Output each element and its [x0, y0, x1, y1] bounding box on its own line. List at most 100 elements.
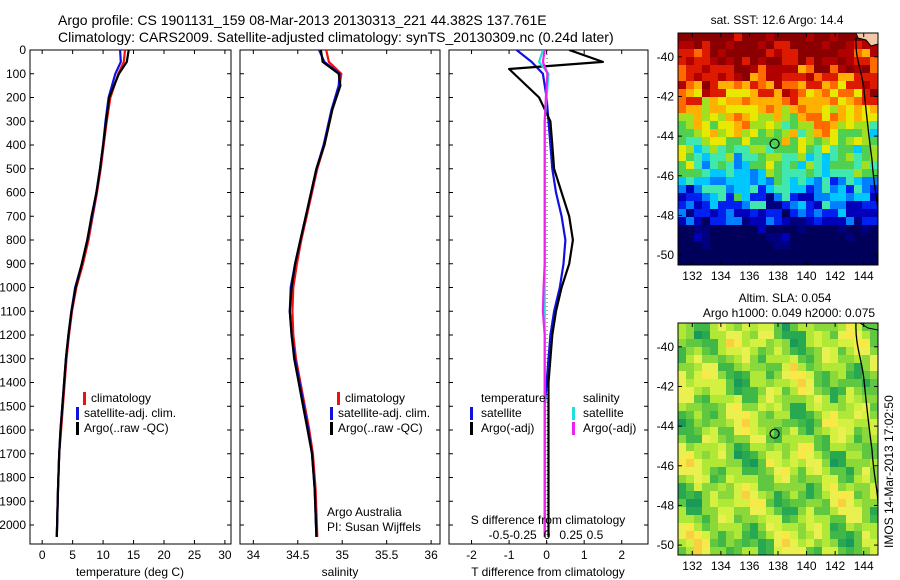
heat-cell [790, 427, 799, 436]
heat-cell [678, 177, 687, 186]
heat-cell [870, 475, 878, 484]
heat-cell [686, 451, 695, 460]
legend-swatch-climatology [83, 392, 86, 405]
heat-cell [822, 249, 831, 258]
heat-cell [758, 499, 767, 508]
heat-cell [870, 355, 878, 364]
heat-cell [782, 531, 791, 540]
heat-cell [870, 65, 878, 74]
heat-cell [678, 57, 687, 66]
heat-cell [854, 515, 863, 524]
heat-cell [742, 459, 751, 468]
heat-cell [726, 475, 735, 484]
heat-cell [854, 121, 863, 130]
heat-cell [814, 129, 823, 138]
heat-cell [774, 153, 783, 162]
heat-cell [798, 451, 807, 460]
heat-cell [766, 539, 775, 548]
heat-cell [758, 491, 767, 500]
heat-cell [782, 323, 791, 332]
heat-cell [750, 73, 759, 82]
heat-cell [822, 257, 831, 265]
heat-cell [806, 475, 815, 484]
heat-cell [854, 49, 863, 58]
heat-cell [758, 49, 767, 58]
heat-cell [782, 201, 791, 210]
heat-cell [838, 145, 847, 154]
heat-cell [830, 73, 839, 82]
heat-cell [838, 121, 847, 130]
heat-cell [806, 323, 815, 332]
heat-cell [742, 323, 751, 332]
heat-cell [726, 483, 735, 492]
heat-cell [766, 411, 775, 420]
heat-cell [862, 387, 871, 396]
heat-cell [766, 145, 775, 154]
heat-cell [686, 97, 695, 106]
heat-cell [822, 193, 831, 202]
heat-cell [686, 507, 695, 516]
heat-cell [758, 411, 767, 420]
heat-cell [710, 65, 719, 74]
heat-cell [710, 105, 719, 114]
heat-cell [782, 339, 791, 348]
heat-cell [758, 515, 767, 524]
heat-cell [758, 547, 767, 555]
heat-cell [798, 33, 807, 42]
s-tick-label: 0 [544, 528, 551, 542]
heat-cell [862, 435, 871, 444]
heat-cell [750, 137, 759, 146]
heat-cell [718, 547, 727, 555]
heat-cell [766, 339, 775, 348]
heat-cell [806, 177, 815, 186]
heat-cell [710, 257, 719, 265]
x-tick-label: 144 [854, 269, 874, 283]
heat-cell [766, 363, 775, 372]
heat-cell [870, 97, 878, 106]
heat-cell [750, 483, 759, 492]
heat-cell [814, 539, 823, 548]
heat-cell [846, 185, 855, 194]
heat-cell [718, 201, 727, 210]
heat-cell [838, 153, 847, 162]
y-tick-label: 100 [6, 67, 26, 81]
heat-cell [726, 355, 735, 364]
heat-cell [774, 419, 783, 428]
heat-cell [718, 225, 727, 234]
heat-cell [790, 185, 799, 194]
heat-cell [686, 515, 695, 524]
heat-cell [822, 49, 831, 58]
heat-cell [798, 547, 807, 555]
heat-cell [822, 483, 831, 492]
heat-cell [822, 177, 831, 186]
heat-cell [678, 41, 687, 50]
heat-cell [734, 507, 743, 516]
heat-cell [702, 49, 711, 58]
heat-cell [822, 347, 831, 356]
heat-cell [822, 403, 831, 412]
heat-cell [870, 339, 878, 348]
heat-cell [702, 491, 711, 500]
heat-cell [694, 97, 703, 106]
heat-cell [718, 467, 727, 476]
heat-cell [734, 129, 743, 138]
heat-cell [742, 539, 751, 548]
heat-cell [814, 531, 823, 540]
heat-cell [734, 419, 743, 428]
sst-map-title: sat. SST: 12.6 Argo: 14.4 [711, 13, 844, 27]
sla-argo-marker [769, 428, 780, 439]
series-line-salinity-argo-adj- [541, 50, 549, 537]
heat-cell [854, 193, 863, 202]
legend-swatch-s-argo [572, 422, 575, 435]
heat-cell [846, 443, 855, 452]
heat-cell [838, 129, 847, 138]
heat-cell [758, 33, 767, 42]
y-tick-label: 800 [6, 233, 26, 247]
heat-cell [854, 81, 863, 90]
heat-cell [750, 233, 759, 242]
heat-cell [766, 483, 775, 492]
heat-cell [750, 419, 759, 428]
heat-cell [742, 81, 751, 90]
heat-cell [758, 41, 767, 50]
heat-cell [838, 547, 847, 555]
